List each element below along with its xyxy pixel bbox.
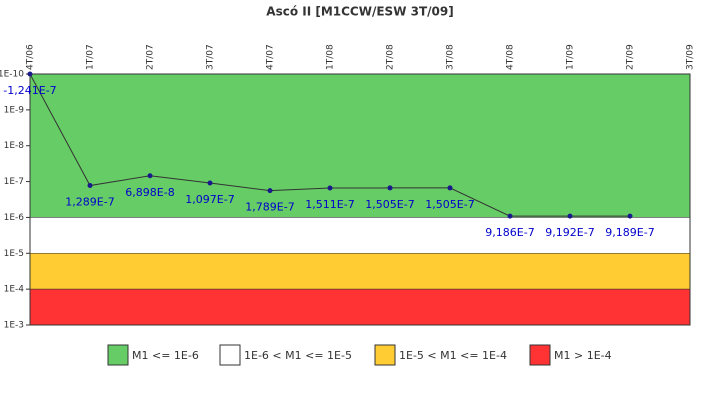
value-label: 1,505E-7: [365, 198, 414, 211]
value-label: 1,505E-7: [425, 198, 474, 211]
marker: [27, 71, 33, 77]
value-label: -1,241E-7: [3, 84, 56, 97]
y-tick-label: 1E-10: [0, 70, 24, 80]
band: [29, 73, 691, 218]
x-tick-label: 4T/06: [26, 44, 36, 70]
value-label: 1,097E-7: [185, 193, 234, 206]
x-tick-label: 2T/09: [626, 44, 636, 70]
legend-swatch: [219, 344, 241, 366]
x-tick-label: 4T/08: [506, 44, 516, 70]
marker: [327, 185, 333, 191]
legend-label: M1 > 1E-4: [554, 349, 612, 362]
value-label: 6,898E-8: [125, 186, 174, 199]
marker: [87, 183, 93, 189]
legend-label: 1E-5 < M1 <= 1E-4: [399, 349, 507, 362]
value-label: 9,192E-7: [545, 226, 594, 239]
legend-label: M1 <= 1E-6: [132, 349, 199, 362]
legend-swatch: [374, 344, 396, 366]
value-label: 9,189E-7: [605, 226, 654, 239]
x-tick-label: 1T/08: [326, 44, 336, 70]
marker: [267, 188, 273, 194]
marker: [567, 213, 573, 219]
marker: [147, 173, 153, 179]
x-tick-label: 3T/09: [686, 44, 696, 70]
band: [29, 217, 691, 254]
band: [29, 288, 691, 326]
value-label: 1,289E-7: [65, 196, 114, 209]
x-tick-label: 2T/07: [146, 44, 156, 70]
y-tick-label: 1E-7: [4, 177, 24, 187]
y-tick-label: 1E-4: [4, 285, 25, 295]
x-tick-label: 4T/07: [266, 44, 276, 70]
legend-swatch: [107, 344, 129, 366]
x-tick-label: 1T/09: [566, 44, 576, 70]
value-label: 9,186E-7: [485, 226, 534, 239]
x-tick-label: 3T/08: [446, 44, 456, 70]
band: [29, 253, 691, 290]
legend-label: 1E-6 < M1 <= 1E-5: [244, 349, 352, 362]
y-tick-label: 1E-3: [4, 321, 24, 331]
x-tick-label: 1T/07: [86, 44, 96, 70]
value-label: 1,511E-7: [305, 198, 354, 211]
marker: [507, 213, 513, 219]
y-tick-label: 1E-8: [4, 141, 25, 151]
y-tick-label: 1E-5: [4, 249, 24, 259]
marker: [627, 213, 633, 219]
x-tick-label: 3T/07: [206, 44, 216, 70]
value-label: 1,789E-7: [245, 201, 294, 214]
marker: [207, 180, 213, 186]
x-tick-label: 2T/08: [386, 44, 396, 70]
legend-swatch: [529, 344, 551, 366]
marker: [447, 185, 453, 191]
y-tick-label: 1E-9: [4, 105, 25, 115]
y-tick-label: 1E-6: [4, 213, 25, 223]
marker: [387, 185, 393, 191]
chart-title: Ascó II [M1CCW/ESW 3T/09]: [266, 5, 453, 19]
plot-frame: [29, 73, 691, 326]
